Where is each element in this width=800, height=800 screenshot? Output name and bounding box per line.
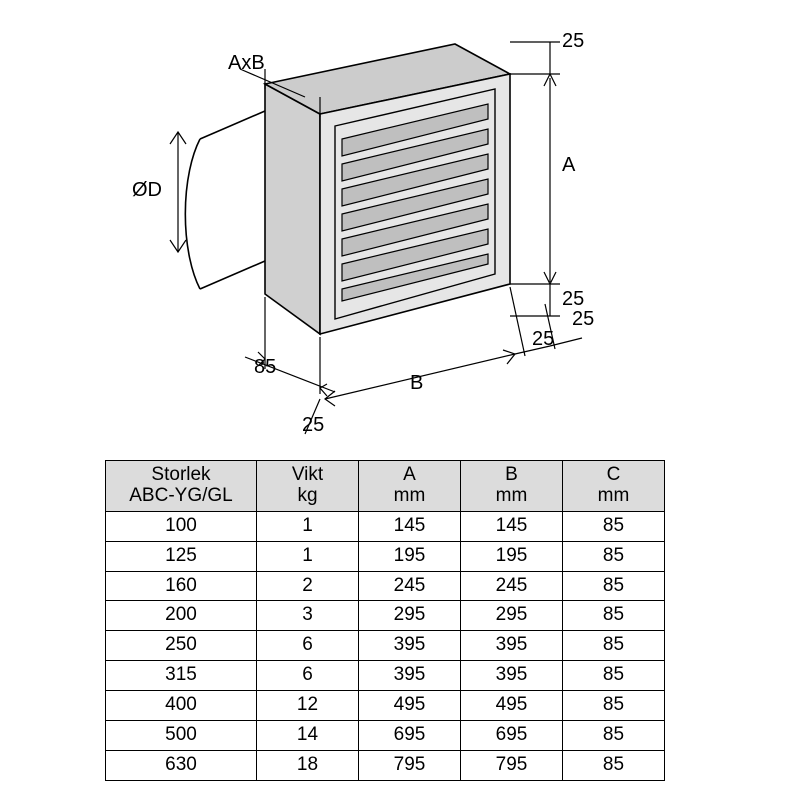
cell: 395 — [460, 661, 562, 691]
cell: 695 — [358, 721, 460, 751]
cell: 3 — [257, 601, 359, 631]
cell: 500 — [106, 721, 257, 751]
label-axb: AxB — [228, 52, 265, 75]
label-dim-b: B — [410, 372, 423, 395]
label-depth: 85 — [254, 356, 276, 379]
col-header-vikt-line2: kg — [297, 485, 317, 506]
col-header-vikt-line1: Vikt — [292, 464, 323, 485]
cell: 630 — [106, 750, 257, 780]
cell: 14 — [257, 721, 359, 751]
cell: 395 — [358, 661, 460, 691]
cell: 85 — [562, 601, 664, 631]
col-header-size-line2: ABC-YG/GL — [129, 485, 232, 506]
label-flange-b-under: 25 — [302, 414, 324, 437]
cell: 85 — [562, 541, 664, 571]
col-header-b-line2: mm — [496, 485, 528, 506]
label-flange-b-inner: 25 — [532, 328, 554, 351]
col-header-a: A mm — [358, 461, 460, 512]
cell: 85 — [562, 721, 664, 751]
table-header-row: Storlek ABC-YG/GL Vikt kg A mm B mm C — [106, 461, 665, 512]
label-flange-b-outer: 25 — [572, 308, 594, 331]
cell: 795 — [358, 750, 460, 780]
cell: 295 — [358, 601, 460, 631]
cell: 200 — [106, 601, 257, 631]
cell: 100 — [106, 511, 257, 541]
col-header-size: Storlek ABC-YG/GL — [106, 461, 257, 512]
cell: 85 — [562, 571, 664, 601]
cell: 495 — [460, 691, 562, 721]
cell: 195 — [358, 541, 460, 571]
table-row: 250 6 395 395 85 — [106, 631, 665, 661]
cell: 85 — [562, 661, 664, 691]
cell: 125 — [106, 541, 257, 571]
dimensions-table-wrap: Storlek ABC-YG/GL Vikt kg A mm B mm C — [105, 460, 665, 781]
col-header-b-line1: B — [505, 464, 518, 485]
col-header-a-line2: mm — [394, 485, 426, 506]
col-header-vikt: Vikt kg — [257, 461, 359, 512]
table-row: 400 12 495 495 85 — [106, 691, 665, 721]
cell: 85 — [562, 631, 664, 661]
table-row: 100 1 145 145 85 — [106, 511, 665, 541]
cell: 245 — [460, 571, 562, 601]
col-header-c-line1: C — [607, 464, 621, 485]
table-row: 200 3 295 295 85 — [106, 601, 665, 631]
cell: 85 — [562, 750, 664, 780]
cell: 1 — [257, 511, 359, 541]
table-body: 100 1 145 145 85 125 1 195 195 85 160 2 … — [106, 511, 665, 780]
cell: 315 — [106, 661, 257, 691]
cell: 85 — [562, 691, 664, 721]
col-header-b: B mm — [460, 461, 562, 512]
cell: 495 — [358, 691, 460, 721]
cell: 12 — [257, 691, 359, 721]
table-row: 160 2 245 245 85 — [106, 571, 665, 601]
table-row: 315 6 395 395 85 — [106, 661, 665, 691]
dimensions-table: Storlek ABC-YG/GL Vikt kg A mm B mm C — [105, 460, 665, 781]
cell: 295 — [460, 601, 562, 631]
cell: 145 — [358, 511, 460, 541]
cell: 85 — [562, 511, 664, 541]
cell: 395 — [358, 631, 460, 661]
cell: 160 — [106, 571, 257, 601]
col-header-c: C mm — [562, 461, 664, 512]
cell: 250 — [106, 631, 257, 661]
cell: 18 — [257, 750, 359, 780]
table-row: 125 1 195 195 85 — [106, 541, 665, 571]
cell: 400 — [106, 691, 257, 721]
table-row: 500 14 695 695 85 — [106, 721, 665, 751]
label-dim-a: A — [562, 154, 575, 177]
col-header-size-line1: Storlek — [151, 464, 210, 485]
label-flange-top: 25 — [562, 30, 584, 53]
cell: 695 — [460, 721, 562, 751]
label-diam: ØD — [132, 179, 162, 202]
cell: 6 — [257, 631, 359, 661]
cell: 245 — [358, 571, 460, 601]
col-header-a-line1: A — [403, 464, 416, 485]
cell: 2 — [257, 571, 359, 601]
cell: 795 — [460, 750, 562, 780]
col-header-c-line2: mm — [598, 485, 630, 506]
table-row: 630 18 795 795 85 — [106, 750, 665, 780]
cell: 1 — [257, 541, 359, 571]
cell: 145 — [460, 511, 562, 541]
cell: 6 — [257, 661, 359, 691]
cell: 395 — [460, 631, 562, 661]
cell: 195 — [460, 541, 562, 571]
dimension-diagram: AxB ØD A 25 25 85 B 25 25 25 — [130, 34, 670, 444]
